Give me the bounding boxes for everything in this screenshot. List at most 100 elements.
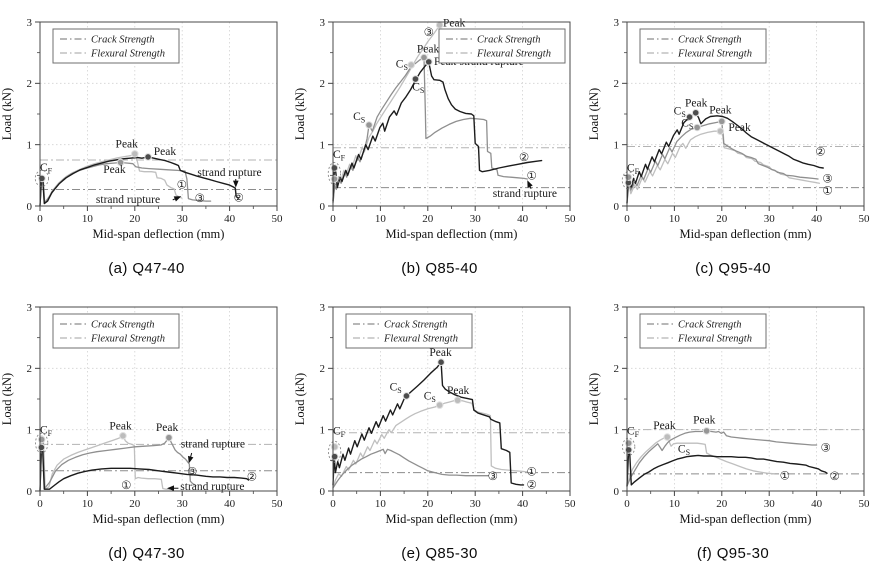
annotation-label: CF: [333, 149, 346, 163]
y-tick-label: 2: [320, 363, 326, 375]
data-marker: [119, 432, 127, 440]
annotation-label: Peak: [447, 385, 470, 397]
legend-label: Flexural Strength: [677, 49, 752, 60]
subplot-b: Peak③PeakCSPeakCSCSCFstrand rupture②①str…: [293, 0, 586, 285]
subplot-d: Peak Peak CF ① ③ ② strand rupture strand ruptur…: [0, 285, 293, 571]
x-tick-label: 30: [470, 498, 482, 510]
legend-label: Flexural Strength: [90, 334, 165, 345]
specimen-number-label: ②: [247, 469, 257, 483]
x-tick-label: 10: [375, 498, 387, 510]
y-tick-label: 1: [613, 424, 619, 436]
y-tick-label: 3: [27, 17, 33, 29]
cf-ellipse: [327, 162, 342, 185]
data-marker: [624, 173, 632, 181]
x-tick-label: 10: [82, 498, 94, 510]
subplot-a: Peak Peak Peak CF ① ③ ② strand rupture strand ru…: [0, 0, 293, 285]
y-tick-label: 3: [320, 302, 326, 314]
data-marker: [37, 435, 46, 444]
annotation-label: Peak: [103, 164, 126, 176]
y-tick-label: 2: [27, 363, 33, 375]
x-tick-label: 40: [811, 213, 823, 225]
y-axis-title: Load (kN): [293, 373, 307, 425]
x-axis-title: Mid-span deflection (mm): [386, 227, 518, 241]
annotation-label: strand rupture: [181, 438, 245, 450]
data-marker: [717, 117, 726, 126]
y-tick-label: 3: [613, 302, 619, 314]
x-tick-label: 20: [422, 498, 434, 510]
y-tick-label: 3: [27, 302, 33, 314]
data-marker: [420, 53, 428, 62]
x-tick-label: 20: [422, 213, 434, 225]
y-tick-label: 1: [320, 139, 326, 151]
annotation-label: CF: [627, 426, 640, 440]
x-tick-label: 10: [82, 213, 94, 225]
cf-ellipse: [621, 171, 635, 190]
curve-specimen-2: [625, 447, 828, 487]
y-tick-label: 0: [613, 201, 619, 213]
specimen-number-label: ②: [519, 150, 529, 164]
data-marker: [330, 452, 339, 461]
curve-specimen-3: [332, 24, 442, 204]
x-axis-title: Mid-span deflection (mm): [386, 512, 518, 526]
subplot-c: CS Peak Peak CS Peak CF ② ③ ① Crack Strength Flexu…: [586, 0, 880, 285]
annotation-label: strand rupture: [180, 481, 244, 493]
y-axis-title: Load (kN): [587, 373, 601, 425]
data-marker: [165, 433, 173, 442]
arrowhead: [188, 455, 194, 464]
specimen-number-label: ②: [829, 469, 839, 483]
x-tick-label: 0: [624, 213, 630, 225]
arrowhead: [167, 485, 174, 491]
x-tick-label: 50: [565, 213, 577, 225]
annotation-label: CS: [677, 443, 689, 457]
curve-specimen-2: [332, 361, 525, 486]
annotation-label: CS: [390, 381, 402, 395]
y-axis-title: Load (kN): [0, 88, 14, 140]
legend-label: Crack Strength: [91, 320, 154, 331]
legend: Crack Strength Flexural Strength: [438, 28, 566, 64]
arrowhead: [233, 180, 239, 188]
chart-canvas-b: Peak③PeakCSPeakCSCSCFstrand rupture②①str…: [293, 17, 577, 241]
annotation-label: Peak: [653, 420, 676, 432]
legend-label: Crack Strength: [91, 35, 154, 46]
data-marker: [144, 153, 152, 161]
y-tick-label: 2: [613, 363, 619, 375]
specimen-number-label: ②: [815, 145, 825, 159]
data-marker: [702, 427, 710, 435]
x-tick-label: 30: [763, 498, 775, 510]
subplot-caption-a: (a) Q47-40: [108, 260, 185, 277]
x-tick-label: 10: [668, 213, 680, 225]
subplot-f: Peak Peak CS CF ① ③ ② Crack Strength Flexural St…: [586, 285, 880, 571]
x-axis-title: Mid-span deflection (mm): [679, 512, 811, 526]
x-tick-label: 50: [858, 498, 870, 510]
x-tick-label: 50: [858, 213, 870, 225]
curve-specimen-2: [39, 444, 250, 492]
y-tick-label: 0: [320, 201, 326, 213]
y-tick-label: 3: [613, 17, 619, 29]
annotation-label: CS: [353, 111, 365, 125]
x-axis-title: Mid-span deflection (mm): [679, 227, 811, 241]
y-tick-label: 3: [320, 17, 326, 29]
legend-label: Flexural Strength: [383, 334, 458, 345]
x-tick-label: 40: [224, 213, 236, 225]
y-axis-title: Load (kN): [0, 373, 14, 425]
annotation-label: CS: [673, 106, 685, 120]
annotation-label: Peak: [709, 104, 732, 116]
y-tick-label: 0: [320, 486, 326, 498]
cf-ellipse: [34, 169, 49, 187]
curve-specimen-1: [332, 56, 528, 204]
specimen-number-label: ①: [526, 465, 536, 479]
x-tick-label: 30: [470, 213, 482, 225]
y-tick-label: 1: [27, 424, 33, 436]
y-tick-label: 0: [27, 201, 33, 213]
curve-specimen-1: [332, 399, 528, 489]
legend: Crack Strength Flexural Strength: [639, 313, 766, 349]
legend: Crack Strength Flexural Strength: [52, 313, 180, 349]
legend-label: Crack Strength: [678, 320, 741, 331]
subplot-caption-c: (c) Q95-40: [695, 260, 771, 277]
annotation-label: Peak: [109, 421, 132, 433]
data-marker: [330, 164, 339, 172]
annotation-label: CF: [333, 426, 346, 440]
cf-ellipse: [621, 437, 635, 456]
